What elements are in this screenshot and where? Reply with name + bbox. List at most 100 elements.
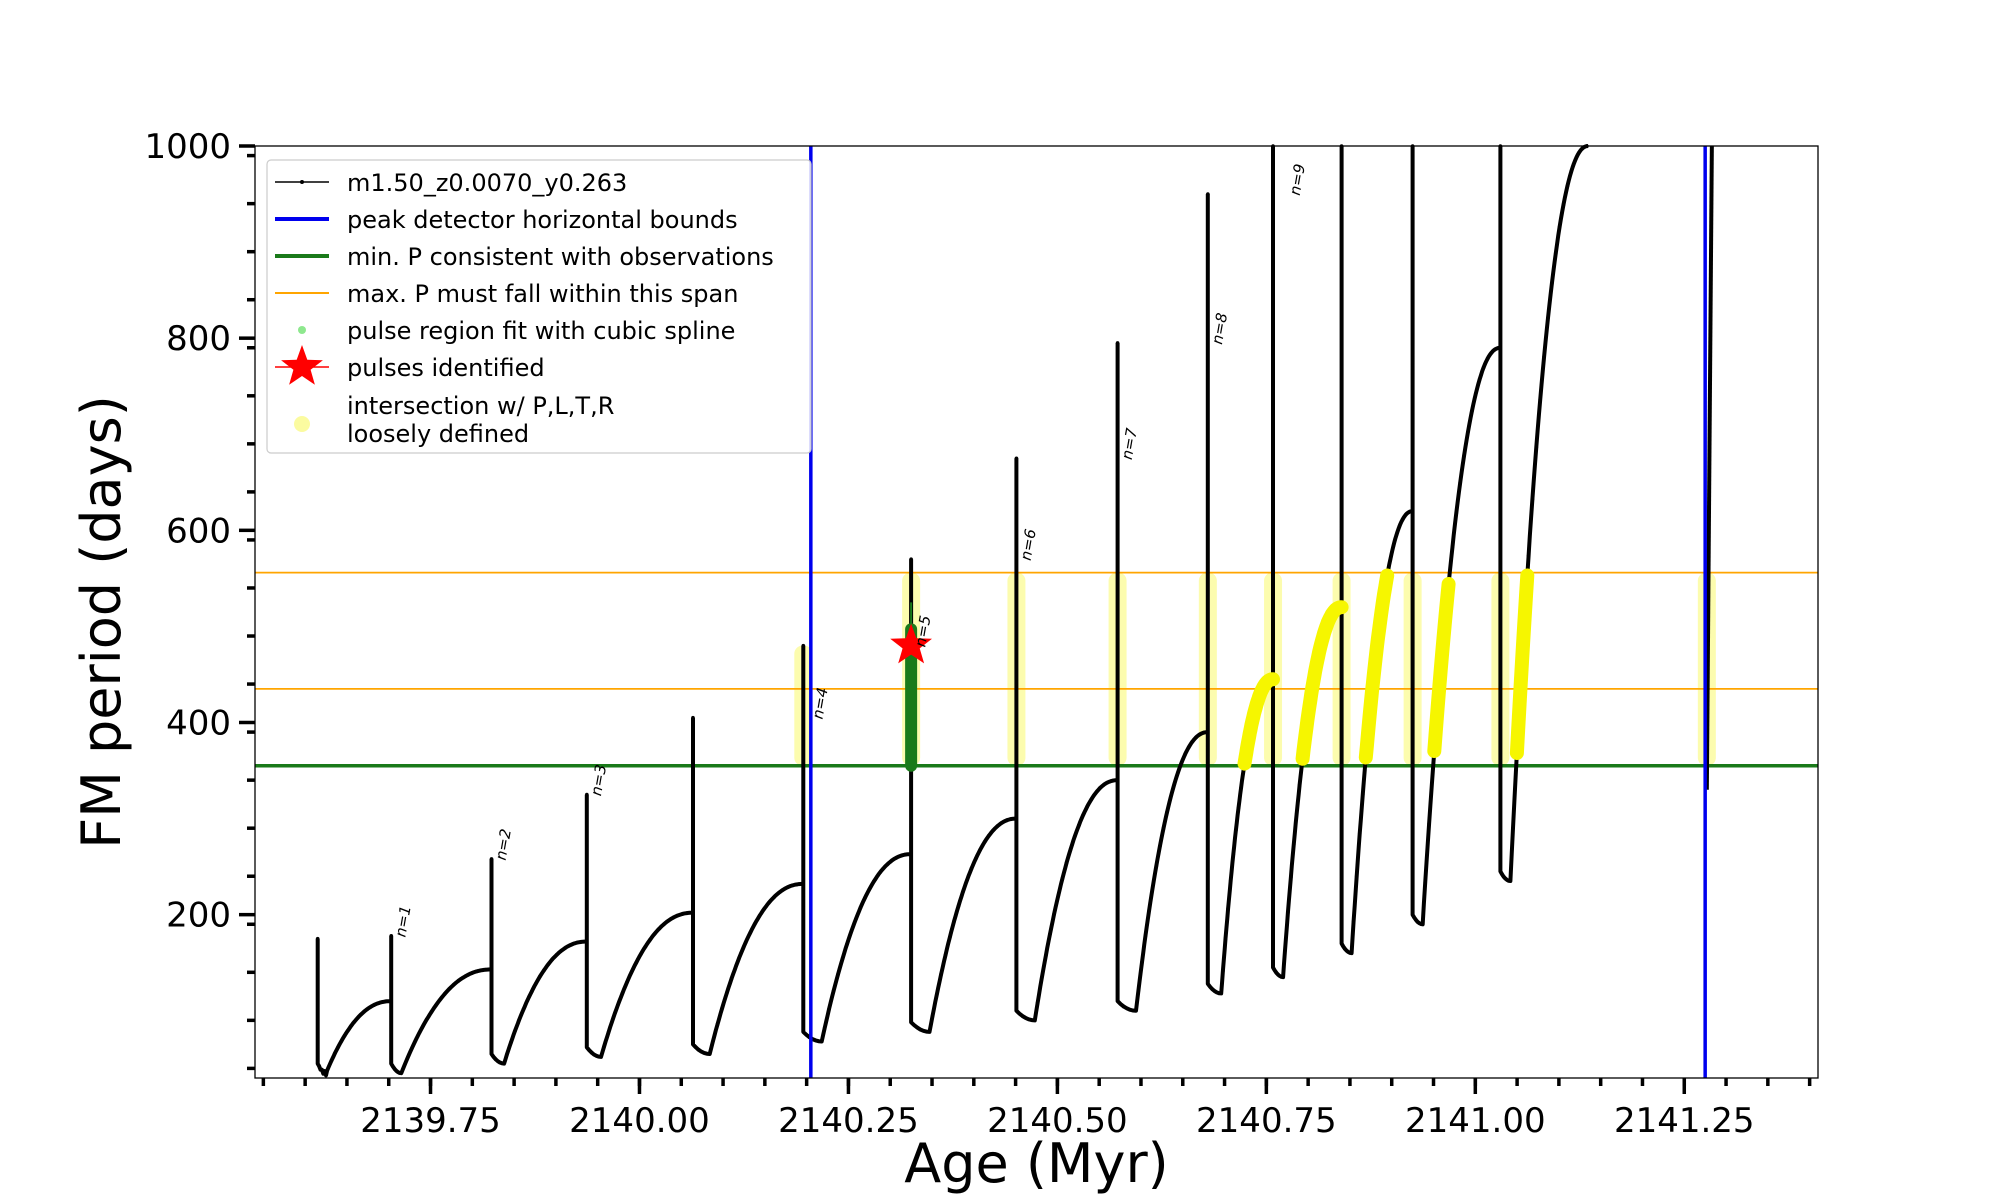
track-point bbox=[1357, 831, 1362, 836]
track-point bbox=[1354, 874, 1359, 878]
intersection-arc bbox=[1237, 672, 1280, 771]
track-point bbox=[1064, 861, 1069, 865]
intersection-arc bbox=[1295, 600, 1349, 766]
track-point bbox=[939, 972, 943, 977]
track-point bbox=[1470, 409, 1474, 413]
track-point bbox=[1140, 960, 1144, 964]
track-point bbox=[1406, 510, 1411, 515]
track-point bbox=[596, 1054, 601, 1059]
track-point bbox=[326, 1066, 331, 1070]
track-point bbox=[734, 963, 739, 968]
track-point bbox=[1561, 202, 1566, 207]
track-point bbox=[579, 940, 584, 944]
track-point bbox=[969, 866, 974, 871]
track-point bbox=[554, 953, 559, 957]
x-axis-label: Age (Myr) bbox=[904, 1132, 1169, 1195]
track-point bbox=[629, 970, 634, 974]
track-point bbox=[987, 833, 991, 838]
intersection-arc bbox=[1358, 568, 1395, 765]
track-point bbox=[355, 1016, 360, 1020]
track-point bbox=[1530, 497, 1535, 501]
track-point bbox=[827, 1007, 831, 1011]
legend-label: intersection w/ P,L,T,R bbox=[347, 392, 614, 420]
track-point bbox=[1115, 341, 1120, 345]
track-point bbox=[1423, 881, 1428, 885]
track-point bbox=[1577, 150, 1581, 155]
track-point bbox=[329, 1058, 334, 1063]
track-segment bbox=[1115, 343, 1209, 1013]
track-point bbox=[965, 877, 969, 882]
track-point bbox=[378, 1000, 383, 1005]
track-point bbox=[739, 951, 743, 956]
track-point bbox=[1206, 192, 1210, 196]
track-point bbox=[1400, 517, 1405, 522]
track-point bbox=[1466, 429, 1470, 434]
x-axis: 2139.75 2140.00 2140.25 2140.50 2140.75 2141.… bbox=[261, 1078, 1812, 1141]
track-point bbox=[315, 936, 320, 941]
track-point bbox=[831, 989, 836, 993]
track-point bbox=[322, 1069, 327, 1073]
track-point bbox=[1550, 281, 1554, 286]
pulse-label: n=4 bbox=[809, 686, 832, 720]
track-point bbox=[606, 1029, 611, 1034]
track-point bbox=[470, 971, 474, 975]
track-point bbox=[1546, 316, 1550, 320]
legend-label: pulses identified bbox=[347, 354, 545, 382]
track-point bbox=[392, 1067, 397, 1071]
track-point bbox=[720, 1006, 724, 1010]
track-point bbox=[365, 1007, 370, 1011]
legend-box bbox=[266, 159, 812, 454]
track-point bbox=[1039, 976, 1044, 981]
track-point bbox=[1029, 1018, 1034, 1022]
track-point bbox=[1060, 876, 1065, 881]
intersection-arcs bbox=[1237, 568, 1535, 771]
y-axis: 200 400 600 800 1000 bbox=[144, 127, 255, 1071]
track-point bbox=[991, 828, 996, 833]
track-point bbox=[349, 1024, 353, 1028]
track-point bbox=[1172, 782, 1177, 787]
track-point bbox=[1052, 912, 1056, 916]
track-point bbox=[1110, 778, 1114, 783]
track-point bbox=[675, 913, 680, 918]
track-point bbox=[529, 989, 534, 994]
track-point bbox=[1431, 766, 1435, 771]
x-tick-label: 2141.25 bbox=[1614, 1101, 1755, 1141]
track-point bbox=[795, 882, 799, 887]
track-point bbox=[822, 1026, 827, 1030]
track-point bbox=[332, 1051, 337, 1056]
track-point bbox=[1121, 1004, 1126, 1009]
track-point bbox=[1179, 760, 1184, 765]
track-point bbox=[1553, 251, 1558, 255]
track-point bbox=[1511, 826, 1515, 831]
track-segment bbox=[1704, 145, 1714, 790]
track-point bbox=[456, 979, 461, 983]
track-point bbox=[1223, 936, 1228, 941]
track-point bbox=[1014, 456, 1019, 461]
track-point bbox=[1427, 822, 1431, 826]
track-point bbox=[1236, 806, 1241, 810]
track-point bbox=[465, 973, 470, 977]
track-segment bbox=[1410, 146, 1502, 927]
intersection-arc bbox=[1427, 577, 1456, 758]
track-point bbox=[934, 992, 939, 997]
track-point bbox=[1538, 397, 1543, 402]
track-point bbox=[685, 911, 689, 915]
y-tick-label: 200 bbox=[166, 896, 231, 936]
track-point bbox=[1348, 951, 1352, 955]
track-point bbox=[1194, 735, 1198, 740]
y-tick-label: 1000 bbox=[144, 127, 231, 167]
track-point bbox=[1414, 918, 1418, 922]
track-point bbox=[1297, 783, 1302, 787]
track-segment bbox=[1498, 144, 1589, 883]
track-point bbox=[657, 926, 662, 931]
track-point bbox=[715, 1022, 720, 1027]
track-point bbox=[652, 931, 657, 936]
track-point bbox=[1569, 169, 1574, 174]
x-tick-label: 2139.75 bbox=[360, 1101, 501, 1141]
track-point bbox=[790, 883, 795, 888]
track-point bbox=[602, 1044, 606, 1049]
track-point bbox=[1388, 557, 1393, 562]
track-point bbox=[434, 1003, 438, 1008]
x-tick-label: 2140.00 bbox=[569, 1101, 710, 1141]
